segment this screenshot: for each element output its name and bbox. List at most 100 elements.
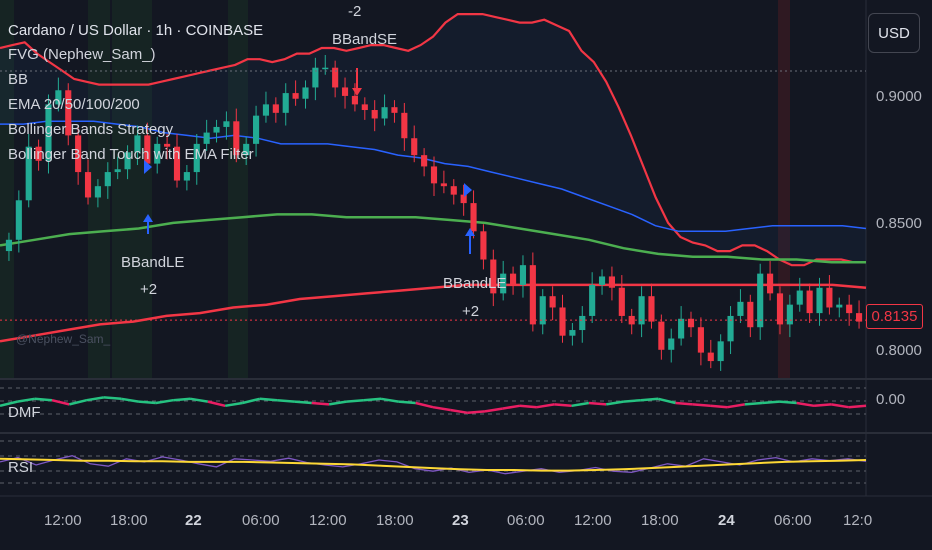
candle [500, 260, 507, 301]
dmf-segment [710, 404, 728, 409]
candle [421, 148, 428, 177]
dmf-segment [450, 408, 468, 415]
candle-body [164, 143, 171, 147]
candle-body [806, 290, 813, 314]
candle [65, 83, 72, 146]
candle [124, 145, 131, 180]
indicator-bb-touch[interactable]: Bollinger Band Touch with EMA Filter [8, 146, 254, 163]
candle-body [697, 327, 704, 353]
candle-body [5, 239, 13, 252]
candle-body [332, 67, 339, 88]
candle [648, 283, 655, 329]
symbol-title[interactable]: Cardano / US Dollar · 1h · COINBASE [8, 22, 264, 39]
candle-body [579, 315, 586, 331]
session-band [228, 0, 248, 378]
current-price-badge: 0.8135 [866, 304, 923, 329]
candles [5, 55, 863, 371]
candle-body [84, 172, 92, 198]
long-signal-arrow-head [143, 214, 153, 222]
dmf-segment [554, 403, 572, 408]
candle [460, 184, 467, 216]
candle [233, 108, 240, 163]
dmf-segment [68, 398, 87, 406]
session-highlights [0, 0, 790, 378]
candle [855, 300, 863, 329]
dmf-segment [415, 401, 434, 409]
short-signal-arrow-head [352, 88, 362, 96]
ema200-line [0, 283, 867, 343]
candle-body [727, 315, 734, 342]
candle [678, 306, 685, 346]
candle [638, 286, 645, 338]
dmf-segment [328, 400, 347, 406]
candle-body [361, 104, 368, 111]
candle-body [678, 318, 685, 339]
candle [668, 328, 675, 363]
candle-body [510, 273, 517, 285]
candle-body [322, 67, 329, 70]
rsi-ma-line [0, 457, 867, 472]
candle [243, 136, 250, 166]
candle [341, 77, 349, 109]
indicator-bb[interactable]: BB [8, 71, 29, 88]
candle [658, 314, 665, 360]
candle-body [15, 200, 22, 240]
candle-body [589, 284, 596, 316]
candle-body [124, 152, 131, 170]
candle [529, 252, 536, 332]
candle [35, 139, 42, 171]
dmf-segment [346, 398, 364, 403]
candle-body [529, 265, 536, 325]
long-signal-label: BBandLE [121, 254, 185, 271]
candle-body [243, 143, 250, 156]
candle [173, 133, 181, 188]
time-tick-label: 23 [452, 512, 469, 529]
candle-body [302, 87, 309, 99]
dmf-segment [813, 403, 832, 408]
dmf-pane-label[interactable]: DMF [8, 404, 41, 421]
candle [727, 306, 734, 355]
candle-body [341, 87, 349, 96]
time-tick-label: 06:00 [774, 512, 812, 529]
candle [747, 294, 754, 338]
candle-body [75, 135, 82, 173]
dmf-segment [224, 401, 243, 408]
indicator-fvg[interactable]: FVG (Nephew_Sam_) [8, 46, 156, 63]
indicator-ema[interactable]: EMA 20/50/100/200 [8, 96, 140, 113]
candle [579, 306, 586, 343]
dmf-segment [467, 410, 486, 415]
candle [164, 133, 171, 160]
candle [796, 277, 803, 312]
candle [114, 156, 121, 180]
candle-body [757, 273, 764, 328]
rsi-pane [0, 440, 867, 484]
dmf-segment [363, 397, 382, 402]
candle-body [519, 265, 527, 285]
candle [697, 317, 704, 366]
candle [440, 170, 447, 194]
candle-body [470, 203, 477, 232]
rsi-pane-label[interactable]: RSI [8, 459, 34, 476]
ema20-line [0, 120, 867, 233]
candle [193, 133, 200, 185]
candle-body [391, 107, 398, 113]
candle-body [351, 95, 358, 105]
time-tick-label: 18:00 [110, 512, 148, 529]
candle-body [114, 169, 121, 173]
candle-body [440, 183, 447, 187]
indicator-bb-strategy[interactable]: Bollinger Bands Strategy [8, 121, 174, 138]
long-signal-qty: +2 [140, 281, 158, 298]
candle-body [460, 194, 467, 204]
candle [183, 165, 190, 191]
dmf-segment [588, 401, 607, 406]
long-signal-arrow-head [465, 228, 475, 236]
dmf-segment [398, 400, 416, 405]
candle-body [559, 307, 566, 336]
candle-body [796, 290, 803, 305]
candle-body [480, 231, 487, 260]
price-tick-label: 0.9000 [876, 88, 922, 105]
candle [519, 255, 527, 298]
currency-button[interactable]: USD [868, 13, 920, 53]
